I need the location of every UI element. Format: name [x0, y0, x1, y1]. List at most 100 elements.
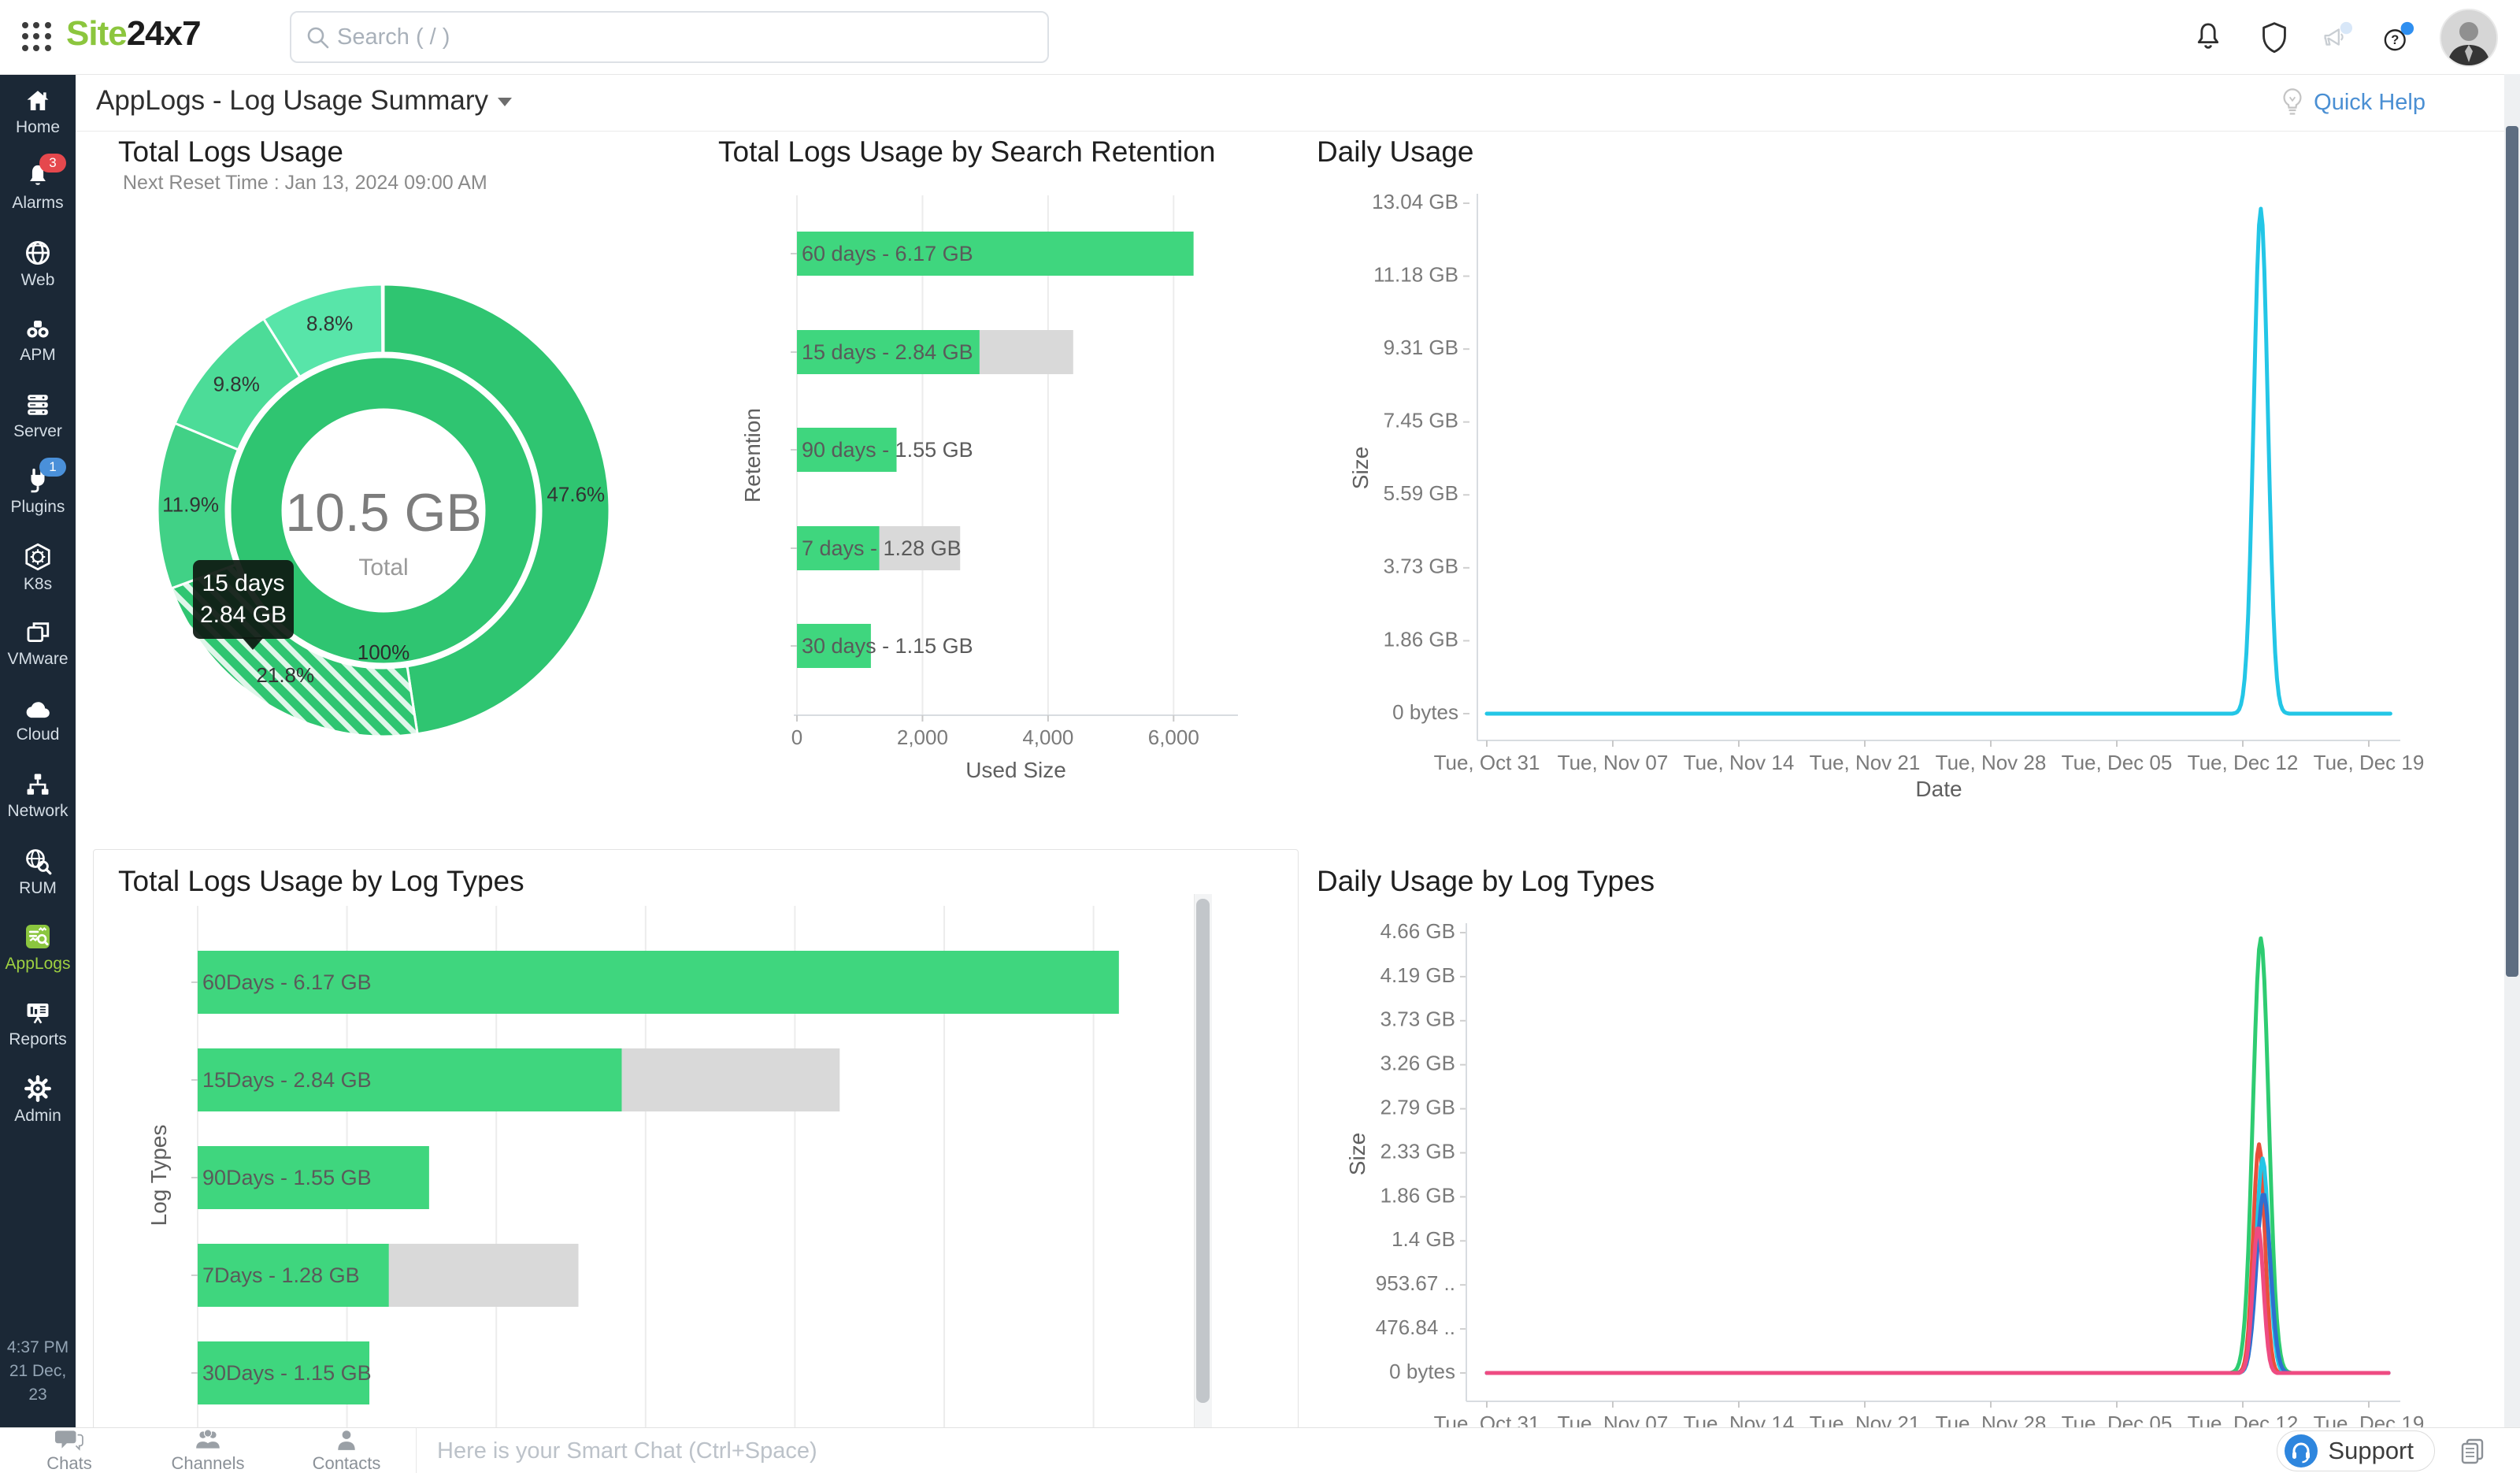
- donut-chart: 47.6% 21.8% 11.9% 9.8% 8.8% 100% 10.5 GB Total: [156, 283, 611, 738]
- bar-used[interactable]: [797, 624, 871, 668]
- y-tick-label: 4.19 GB: [1380, 963, 1455, 987]
- gear-icon: [24, 1075, 51, 1103]
- sidebar-item-cloud[interactable]: Cloud: [0, 682, 76, 759]
- sidebar-item-plugins[interactable]: 1 Plugins: [0, 455, 76, 531]
- y-tick-label: 9.31 GB: [1384, 336, 1458, 359]
- bar-label: 60Days - 6.17 GB: [202, 970, 372, 994]
- quick-help-button[interactable]: Quick Help: [2279, 87, 2426, 118]
- smart-chat-input[interactable]: Here is your Smart Chat (Ctrl+Space): [416, 1428, 2277, 1473]
- sidebar-item-admin[interactable]: Admin: [0, 1063, 76, 1139]
- plugins-badge: 1: [39, 457, 66, 477]
- y-tick-label: 0 bytes: [1392, 700, 1458, 724]
- card-scrollbar[interactable]: [1194, 894, 1212, 1445]
- sidebar-item-label: Admin: [14, 1107, 61, 1126]
- sidebar-item-apm[interactable]: APM: [0, 302, 76, 379]
- bar-used[interactable]: [797, 526, 880, 570]
- tooltip-retention: 15 days: [202, 570, 285, 596]
- sidebar-item-vmware[interactable]: VMware: [0, 607, 76, 683]
- page-title-dropdown[interactable]: AppLogs - Log Usage Summary: [96, 85, 513, 117]
- donut-segment-label: 9.8%: [213, 372, 260, 395]
- bar-label: 15Days - 2.84 GB: [202, 1068, 372, 1092]
- applogs-icon: [26, 925, 50, 949]
- sidebar-item-rum[interactable]: RUM: [0, 834, 76, 911]
- help-icon[interactable]: ?: [2380, 19, 2414, 57]
- bar-used[interactable]: [198, 951, 1119, 1014]
- binoculars-icon: [27, 321, 49, 338]
- network-icon: [27, 774, 49, 795]
- x-tick-label: Tue, Nov 28: [1936, 751, 2047, 774]
- sidebar-item-label: Network: [7, 802, 69, 821]
- donut-segment-47.6%[interactable]: [382, 283, 611, 736]
- x-tick-label: 4,000: [1022, 725, 1073, 749]
- page-title: AppLogs - Log Usage Summary: [96, 85, 489, 116]
- daily-usage-x-axis-label: Date: [1915, 777, 1962, 801]
- bar-used[interactable]: [797, 330, 980, 374]
- smart-chat-placeholder: Here is your Smart Chat (Ctrl+Space): [437, 1438, 817, 1464]
- sidebar-item-network[interactable]: Network: [0, 759, 76, 835]
- y-tick-label: 476.84 ..: [1376, 1315, 1455, 1339]
- site24x7-logo[interactable]: Site24x7: [66, 14, 202, 53]
- sidebar-item-server[interactable]: Server: [0, 378, 76, 455]
- bar-used[interactable]: [198, 1341, 370, 1404]
- y-tick-label: 2.79 GB: [1380, 1095, 1455, 1119]
- tab-channels[interactable]: Channels: [139, 1428, 277, 1473]
- security-shield-icon[interactable]: [2257, 19, 2292, 57]
- sidebar-date: 21 Dec, 23: [9, 1362, 67, 1404]
- bar-label: 7 days - 1.28 GB: [802, 536, 962, 560]
- notifications-bell-icon[interactable]: [2191, 19, 2225, 57]
- sidebar-item-label: RUM: [19, 878, 57, 897]
- sidebar-item-home[interactable]: Home: [0, 74, 76, 150]
- announcements-megaphone-icon[interactable]: [2318, 19, 2353, 57]
- tab-chats[interactable]: Chats: [0, 1428, 139, 1473]
- reports-icon: [27, 1003, 49, 1024]
- bar-label: 7Days - 1.28 GB: [202, 1263, 360, 1287]
- bar-label: 30Days - 1.15 GB: [202, 1361, 372, 1385]
- bar-used[interactable]: [797, 232, 1194, 276]
- donut-segment-8.8%[interactable]: [261, 283, 384, 379]
- y-tick-label: 1.86 GB: [1380, 1183, 1455, 1207]
- user-avatar[interactable]: [2440, 9, 2498, 67]
- copy-pages-icon[interactable]: [2457, 1435, 2488, 1467]
- bar-used[interactable]: [797, 428, 897, 472]
- y-tick-label: 4.66 GB: [1380, 919, 1455, 943]
- chart-title-search-retention: Total Logs Usage by Search Retention: [718, 135, 1216, 168]
- x-tick-label: Tue, Dec 12: [2188, 751, 2299, 774]
- line-series-0[interactable]: [1484, 206, 2392, 716]
- page-scrollbar-thumb[interactable]: [2506, 126, 2518, 977]
- page-header: AppLogs - Log Usage Summary Quick Help: [76, 74, 2504, 132]
- sidebar-item-k8s[interactable]: K8s: [0, 530, 76, 607]
- x-tick-label: 0: [791, 725, 802, 749]
- donut-inner-ring[interactable]: [230, 357, 537, 664]
- search-input[interactable]: Search ( / ): [290, 11, 1049, 63]
- cloud-icon: [26, 701, 50, 718]
- support-headset-icon: [2285, 1434, 2318, 1467]
- chevron-down-icon: [498, 98, 513, 107]
- page-scrollbar[interactable]: [2504, 74, 2520, 1473]
- sidebar-item-label: Reports: [9, 1030, 67, 1048]
- y-tick-label: 3.73 GB: [1384, 555, 1458, 578]
- tab-label: Contacts: [312, 1453, 381, 1473]
- sidebar-item-reports[interactable]: Reports: [0, 986, 76, 1063]
- retention-x-axis-label: Used Size: [965, 758, 1066, 782]
- support-button[interactable]: Support: [2277, 1430, 2435, 1471]
- announcement-dot: [2340, 21, 2353, 35]
- sidebar-item-label: Home: [15, 117, 61, 136]
- sidebar-item-applogs[interactable]: AppLogs: [0, 911, 76, 987]
- y-tick-label: 2.33 GB: [1380, 1139, 1455, 1163]
- y-tick-label: 11.18 GB: [1373, 262, 1458, 286]
- y-tick-label: 953.67 ..: [1376, 1271, 1455, 1295]
- log-types-bar-chart: 60Days - 6.17 GB 15Days - 2.84 GB 90Days -…: [191, 906, 1119, 1473]
- donut-center-label: Total: [358, 555, 408, 581]
- bar-used[interactable]: [198, 1244, 389, 1307]
- retention-bar-chart: 0 2,000 4,000 6,000 60 days - 6.17 GB 15 days…: [791, 195, 1238, 749]
- tab-contacts[interactable]: Contacts: [277, 1428, 416, 1473]
- line-series-4[interactable]: [1484, 1226, 2391, 1375]
- sidebar-item-alarms[interactable]: 3 Alarms: [0, 150, 76, 227]
- server-icon: [28, 395, 48, 415]
- app-grid-icon[interactable]: [22, 22, 52, 52]
- bar-used[interactable]: [198, 1048, 622, 1111]
- card-scrollbar-thumb[interactable]: [1196, 899, 1210, 1403]
- sidebar-item-web[interactable]: Web: [0, 226, 76, 302]
- bar-used[interactable]: [198, 1146, 429, 1209]
